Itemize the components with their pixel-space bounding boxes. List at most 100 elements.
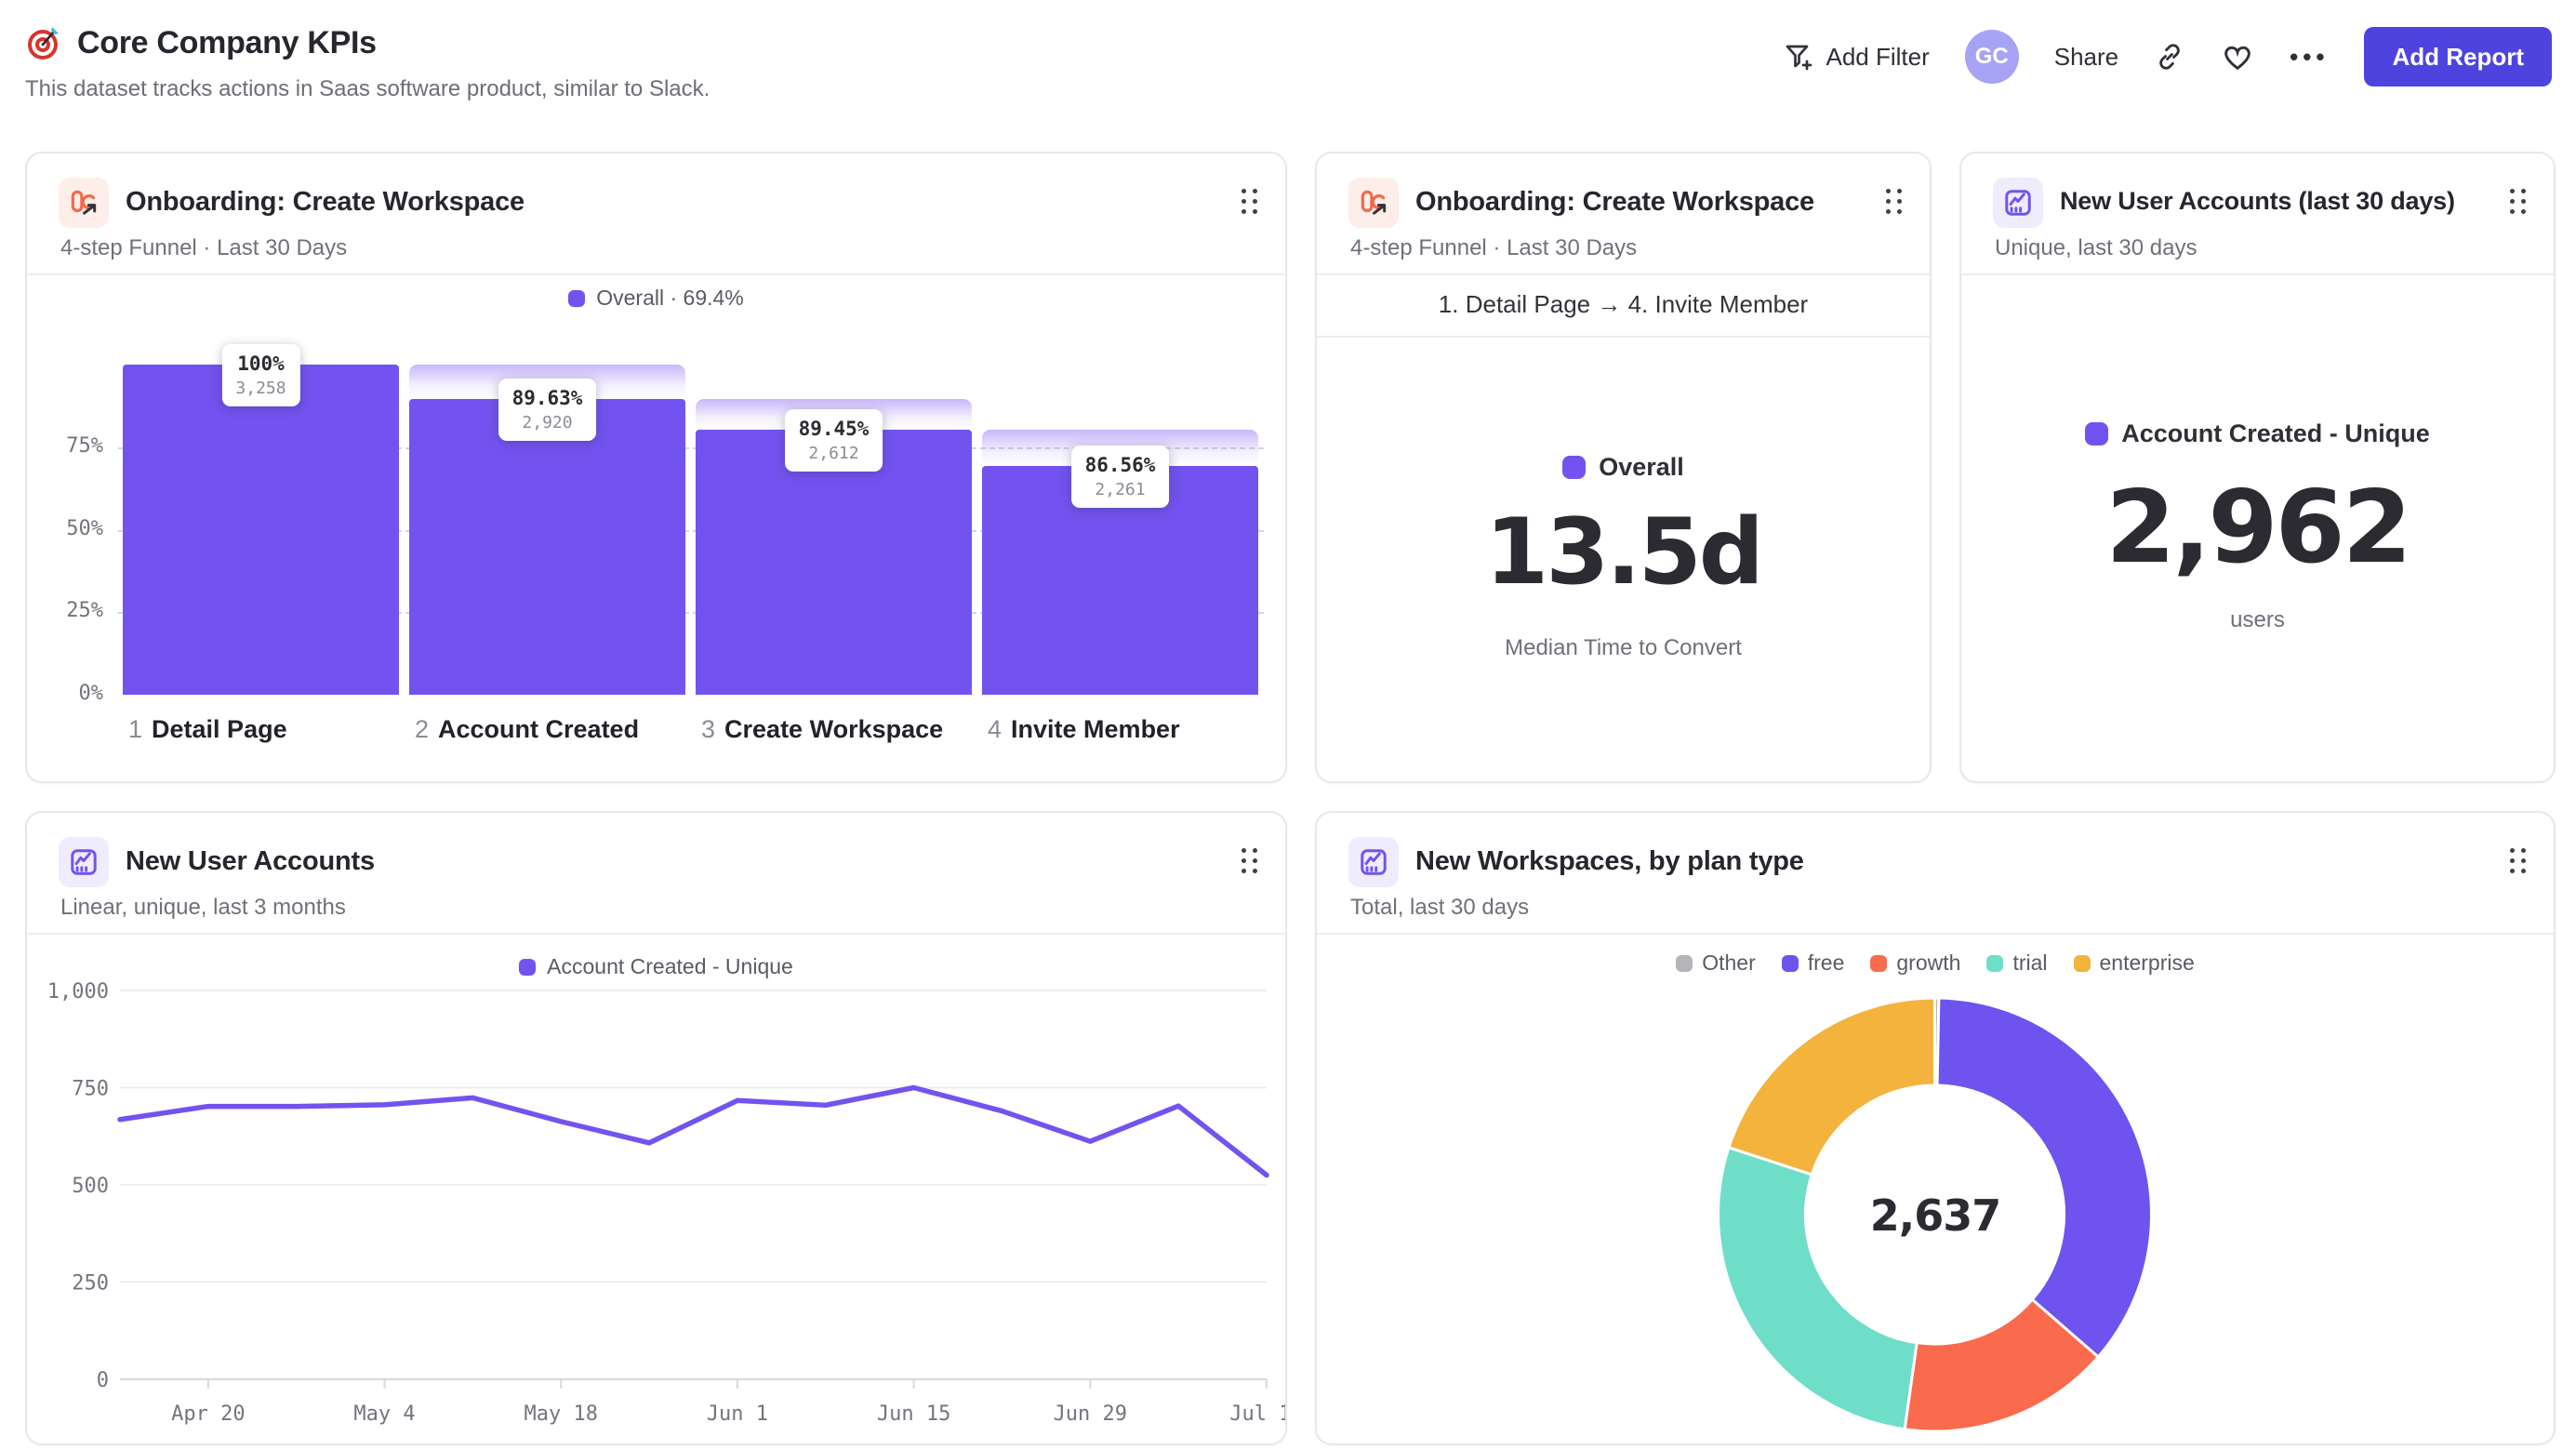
new-accounts-value: 2,962 xyxy=(2105,470,2412,586)
target-dart-icon xyxy=(25,24,62,61)
funnel-tooltip: 89.63% 2,920 xyxy=(498,378,597,441)
legend-label: free xyxy=(1807,950,1845,975)
card-median-time-to-convert: Onboarding: Create Workspace 4-step Funn… xyxy=(1315,152,1932,783)
y-axis-tick: 0 xyxy=(97,1369,109,1392)
y-axis-tick: 25% xyxy=(66,599,103,623)
card-title: Onboarding: Create Workspace xyxy=(1415,187,1814,217)
divider xyxy=(1961,273,2554,275)
card-title: New User Accounts (last 30 days) xyxy=(2060,187,2455,215)
avatar[interactable]: GC xyxy=(1964,30,2019,84)
gridline xyxy=(118,612,1264,615)
x-axis-tick: May 4 xyxy=(353,1402,415,1426)
divider xyxy=(27,273,1285,275)
heart-icon xyxy=(2221,40,2254,73)
card-new-user-accounts-trend: New User Accounts Linear, unique, last 3… xyxy=(25,811,1287,1445)
add-filter-label: Add Filter xyxy=(1826,42,1930,71)
y-axis-tick: 250 xyxy=(72,1272,109,1296)
gridline xyxy=(118,529,1264,532)
funnel-legend[interactable]: Overall · 69.4% xyxy=(27,286,1285,311)
insights-report-icon xyxy=(1993,178,2043,228)
funnel-chart: 75% 50% 25% 0% 100% 3,258 1 Detail Page 89.63… xyxy=(27,153,1285,781)
card-subtitle: Linear, unique, last 3 months xyxy=(60,895,346,920)
drag-handle[interactable] xyxy=(1886,189,1902,214)
filter-plus-icon xyxy=(1783,41,1814,73)
funnel-report-icon xyxy=(1348,178,1399,228)
funnel-bar[interactable] xyxy=(409,398,685,695)
legend-item-enterprise[interactable]: enterprise xyxy=(2073,950,2195,976)
legend-swatch xyxy=(1676,954,1693,972)
gridline xyxy=(118,446,1264,449)
new-accounts-caption: users xyxy=(2230,607,2285,632)
copy-link-button[interactable] xyxy=(2154,41,2185,73)
legend-item-Other[interactable]: Other xyxy=(1676,950,1756,976)
legend-item-growth[interactable]: growth xyxy=(1870,950,1960,976)
drag-handle[interactable] xyxy=(1242,848,1257,873)
x-axis-tick: Jun 1 xyxy=(707,1402,768,1426)
legend-label: enterprise xyxy=(2099,950,2195,975)
legend-swatch xyxy=(1870,954,1888,972)
card-new-user-accounts-30d: New User Accounts (last 30 days) Unique,… xyxy=(1959,152,2556,783)
donut-slice-enterprise[interactable] xyxy=(1727,996,1936,1176)
link-icon xyxy=(2154,41,2185,73)
add-report-button[interactable]: Add Report xyxy=(2364,27,2552,86)
page-title: Core Company KPIs xyxy=(77,24,377,60)
legend-label: Account Created - Unique xyxy=(547,954,793,978)
card-title: Onboarding: Create Workspace xyxy=(126,187,524,217)
funnel-bar[interactable] xyxy=(123,365,399,695)
funnel-step-label: 2 Account Created xyxy=(415,715,640,743)
y-axis-tick: 1,000 xyxy=(47,980,109,1004)
legend-label: Overall · 69.4% xyxy=(596,286,744,310)
card-subtitle: 4-step Funnel · Last 30 Days xyxy=(60,235,348,260)
legend-label: growth xyxy=(1896,950,1961,975)
line-series[interactable] xyxy=(117,1084,1269,1178)
y-axis-tick: 500 xyxy=(72,1175,109,1198)
divider xyxy=(1317,933,2554,935)
drag-handle[interactable] xyxy=(2510,848,2526,873)
page-subtitle: This dataset tracks actions in Saas soft… xyxy=(25,76,710,101)
divider xyxy=(27,933,1285,935)
legend-item-trial[interactable]: trial xyxy=(1986,950,2048,976)
funnel-step-label: 1 Detail Page xyxy=(128,715,287,743)
funnel-step-label: 3 Create Workspace xyxy=(701,715,944,743)
drag-handle[interactable] xyxy=(2510,189,2526,214)
x-axis-tick: May 18 xyxy=(524,1402,597,1426)
legend-swatch xyxy=(1562,456,1587,479)
funnel-bar[interactable] xyxy=(696,430,972,695)
divider xyxy=(1317,273,1930,275)
legend-label: Other xyxy=(1702,950,1756,975)
donut-slice-free[interactable] xyxy=(1935,996,2153,1360)
share-label: Share xyxy=(2053,42,2119,71)
legend-label: Account Created - Unique xyxy=(2121,419,2430,447)
donut-slice-trial[interactable] xyxy=(1717,1145,1919,1431)
metric-legend[interactable]: Overall xyxy=(1317,453,1930,482)
line-legend[interactable]: Account Created - Unique xyxy=(27,954,1285,979)
legend-swatch xyxy=(568,289,586,307)
donut-legend: Other free growth trial enterprise xyxy=(1317,950,2554,976)
header-actions: Add Filter GC Share ••• Add xyxy=(1783,22,2552,91)
share-button[interactable]: Share xyxy=(2054,43,2118,72)
card-title: New User Accounts xyxy=(126,846,375,876)
drag-handle[interactable] xyxy=(1242,189,1257,214)
funnel-tooltip: 86.56% 2,261 xyxy=(1070,445,1170,508)
legend-label: trial xyxy=(2012,950,2048,975)
favorite-button[interactable] xyxy=(2221,40,2254,73)
y-axis-tick: 75% xyxy=(66,433,103,458)
more-options-button[interactable]: ••• xyxy=(2290,43,2329,72)
x-axis-tick: Jun 15 xyxy=(877,1402,950,1426)
funnel-report-icon xyxy=(59,178,109,228)
legend-label: Overall xyxy=(1599,453,1684,481)
legend-swatch xyxy=(2073,954,2091,972)
x-axis-tick: Jun 29 xyxy=(1054,1402,1127,1426)
add-filter-button[interactable]: Add Filter xyxy=(1783,41,1930,73)
line-chart: 1,000 750 500 250 0 Apr 20 May 4 May 18 Jun 1 Jun… xyxy=(27,813,1285,1443)
legend-swatch xyxy=(1781,954,1799,972)
card-onboarding-funnel: Onboarding: Create Workspace 4-step Funn… xyxy=(25,152,1287,783)
legend-item-free[interactable]: free xyxy=(1781,950,1845,976)
metric-legend[interactable]: Account Created - Unique xyxy=(1961,419,2554,448)
page-header: Core Company KPIs This dataset tracks ac… xyxy=(25,24,2552,136)
ellipsis-icon: ••• xyxy=(2290,42,2330,71)
funnel-step-range: 1. Detail Page → 4. Invite Member xyxy=(1317,273,1930,338)
legend-swatch xyxy=(519,958,537,976)
median-time-caption: Median Time to Convert xyxy=(1505,635,1742,660)
card-workspaces-by-plan: New Workspaces, by plan type Total, last… xyxy=(1315,811,2556,1445)
